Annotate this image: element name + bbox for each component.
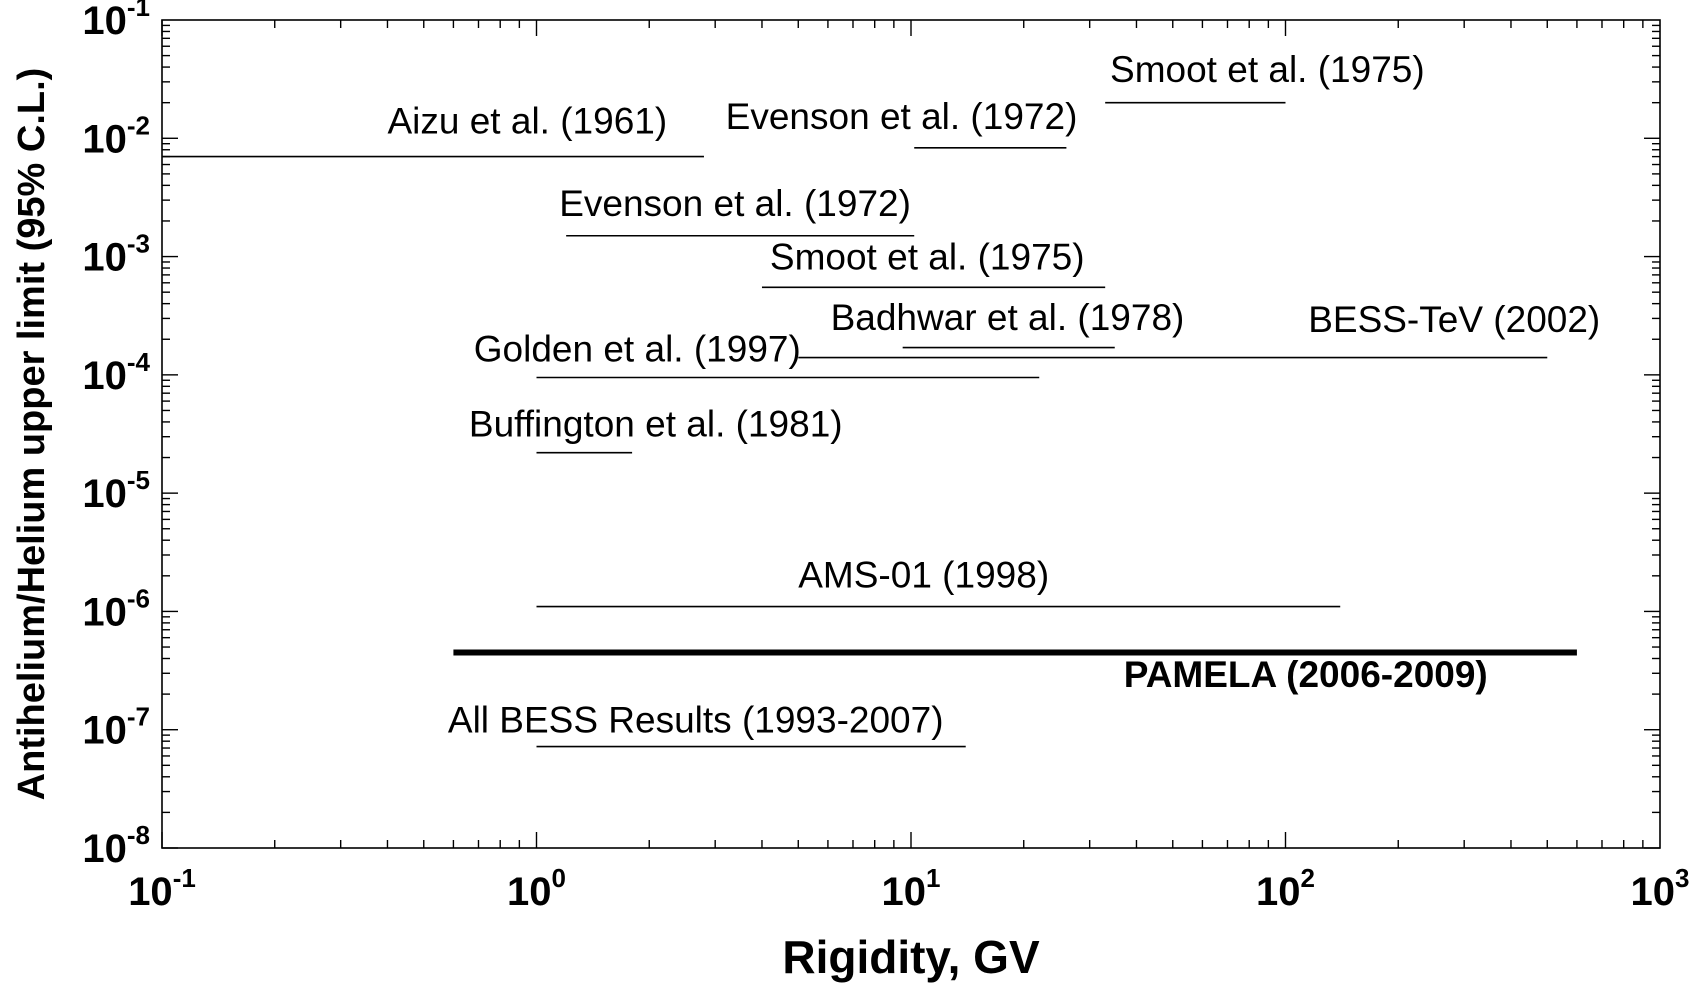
y-tick-label: 10-2	[82, 110, 150, 161]
x-tick-label: 100	[507, 863, 566, 914]
y-tick-label: 10-7	[82, 702, 150, 753]
x-axis-title: Rigidity, GV	[782, 931, 1040, 983]
y-tick-label: 10-3	[82, 229, 150, 280]
series-label-0: Aizu et al. (1961)	[387, 100, 667, 141]
series-label-6: BESS-TeV (2002)	[1308, 299, 1600, 340]
y-tick-label: 10-5	[82, 465, 150, 516]
y-tick-label: 10-4	[82, 347, 150, 398]
series-label-2: Smoot et al. (1975)	[1110, 49, 1425, 90]
series-label-9: AMS-01 (1998)	[798, 554, 1049, 595]
y-tick-label: 10-1	[82, 0, 150, 43]
x-tick-label: 102	[1256, 863, 1315, 914]
series-label-8: Buffington et al. (1981)	[469, 404, 843, 445]
series-label-11: All BESS Results (1993-2007)	[448, 699, 944, 740]
y-axis-title: Antihelium/Helium upper limit (95% C.L.)	[11, 68, 53, 801]
series-label-10: PAMELA (2006-2009)	[1124, 654, 1488, 695]
series-label-7: Golden et al. (1997)	[474, 328, 801, 369]
series-label-4: Smoot et al. (1975)	[770, 236, 1085, 277]
x-tick-label: 101	[882, 863, 941, 914]
x-tick-label: 10-1	[128, 863, 196, 914]
series-label-3: Evenson et al. (1972)	[559, 183, 911, 224]
y-tick-label: 10-8	[82, 820, 150, 871]
y-tick-label: 10-6	[82, 583, 150, 634]
x-tick-label: 103	[1631, 863, 1690, 914]
series-label-1: Evenson et al. (1972)	[726, 96, 1078, 137]
series-label-5: Badhwar et al. (1978)	[831, 297, 1185, 338]
